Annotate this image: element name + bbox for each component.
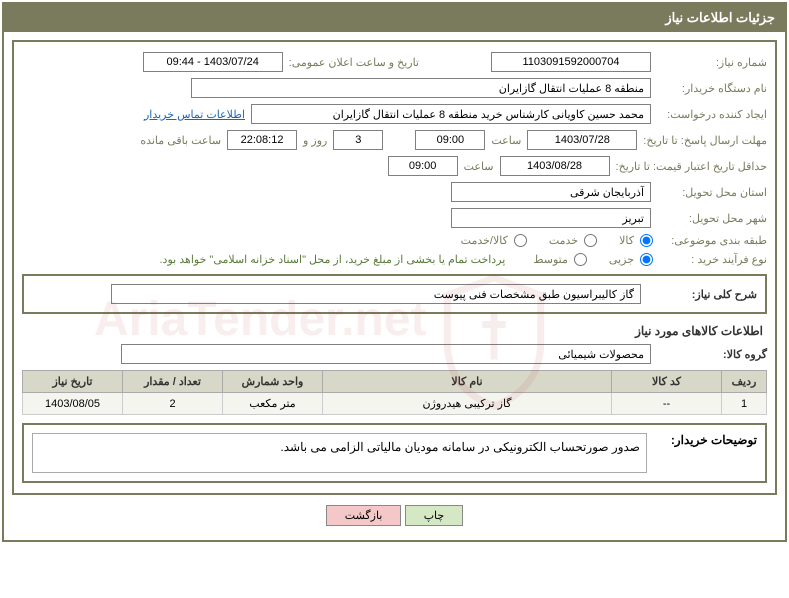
process-label: نوع فرآیند خرید : [657, 253, 767, 266]
deadline-time: 09:00 [415, 130, 485, 150]
announce-label: تاریخ و ساعت اعلان عمومی: [289, 56, 419, 69]
panel-body: AriaTender.net شماره نیاز: 1103091592000… [4, 32, 785, 540]
row-province: استان محل تحویل: آذربایجان شرقی [22, 182, 767, 202]
validity-label: حداقل تاریخ اعتبار قیمت: تا تاریخ: [616, 160, 767, 173]
cell-qty: 2 [123, 393, 223, 415]
time-label-2: ساعت [464, 160, 494, 173]
buyer-contact-link[interactable]: اطلاعات تماس خریدار [144, 108, 245, 121]
row-validity: حداقل تاریخ اعتبار قیمت: تا تاریخ: 1403/… [22, 156, 767, 176]
province-value: آذربایجان شرقی [451, 182, 651, 202]
deadline-date: 1403/07/28 [527, 130, 637, 150]
th-unit: واحد شمارش [223, 371, 323, 393]
opt-partial: جزیی [609, 253, 634, 266]
radio-goods-service[interactable] [514, 234, 527, 247]
panel-title: جزئیات اطلاعات نیاز [4, 4, 785, 32]
th-code: کد کالا [612, 371, 722, 393]
category-label: طبقه بندی موضوعی: [657, 234, 767, 247]
opt-goods-service: کالا/خدمت [461, 234, 508, 247]
row-requester: ایجاد کننده درخواست: محمد حسین کاویانی ک… [22, 104, 767, 124]
need-number-label: شماره نیاز: [657, 56, 767, 69]
row-buyer-org: نام دستگاه خریدار: منطقه 8 عملیات انتقال… [22, 78, 767, 98]
opt-service: خدمت [549, 234, 578, 247]
th-qty: تعداد / مقدار [123, 371, 223, 393]
deadline-label: مهلت ارسال پاسخ: تا تاریخ: [643, 134, 767, 147]
footer-buttons: چاپ بازگشت [12, 495, 777, 532]
province-label: استان محل تحویل: [657, 186, 767, 199]
row-deadline: مهلت ارسال پاسخ: تا تاریخ: 1403/07/28 سا… [22, 130, 767, 150]
buyer-org-value: منطقه 8 عملیات انتقال گازایران [191, 78, 651, 98]
buyer-remarks-value: صدور صورتحساب الکترونیکی در سامانه مودیا… [32, 433, 647, 473]
th-name: نام کالا [323, 371, 612, 393]
row-city: شهر محل تحویل: تبریز [22, 208, 767, 228]
days-and-label: روز و [303, 134, 327, 147]
city-value: تبریز [451, 208, 651, 228]
requester-value: محمد حسین کاویانی کارشناس خرید منطقه 8 ع… [251, 104, 651, 124]
table-row: 1 -- گاز ترکیبی هیدروژن متر مکعب 2 1403/… [23, 393, 767, 415]
radio-medium[interactable] [574, 253, 587, 266]
requester-label: ایجاد کننده درخواست: [657, 108, 767, 121]
main-panel: جزئیات اطلاعات نیاز AriaTender.net شماره… [2, 2, 787, 542]
time-label-1: ساعت [491, 134, 521, 147]
radio-partial[interactable] [640, 253, 653, 266]
details-box: AriaTender.net شماره نیاز: 1103091592000… [12, 40, 777, 495]
cell-row: 1 [722, 393, 767, 415]
back-button[interactable]: بازگشت [326, 505, 402, 526]
validity-time: 09:00 [388, 156, 458, 176]
print-button[interactable]: چاپ [405, 505, 464, 526]
city-label: شهر محل تحویل: [657, 212, 767, 225]
th-row: ردیف [722, 371, 767, 393]
group-label: گروه کالا: [657, 348, 767, 361]
process-note: پرداخت تمام یا بخشی از مبلغ خرید، از محل… [160, 253, 506, 266]
radio-service[interactable] [584, 234, 597, 247]
opt-goods: کالا [619, 234, 634, 247]
countdown-value: 22:08:12 [227, 130, 297, 150]
opt-medium: متوسط [533, 253, 568, 266]
radio-goods[interactable] [640, 234, 653, 247]
description-box: شرح کلی نیاز: گاز کالیبراسیون طبق مشخصات… [22, 274, 767, 314]
row-group: گروه کالا: محصولات شیمیائی [22, 344, 767, 364]
group-value: محصولات شیمیائی [121, 344, 651, 364]
buyer-remarks-label: توضیحات خریدار: [657, 433, 757, 473]
row-process: نوع فرآیند خرید : جزیی متوسط پرداخت تمام… [22, 253, 767, 266]
buyer-remarks-box: توضیحات خریدار: صدور صورتحساب الکترونیکی… [22, 423, 767, 483]
cell-name: گاز ترکیبی هیدروژن [323, 393, 612, 415]
cell-code: -- [612, 393, 722, 415]
table-header-row: ردیف کد کالا نام کالا واحد شمارش تعداد /… [23, 371, 767, 393]
row-category: طبقه بندی موضوعی: کالا خدمت کالا/خدمت [22, 234, 767, 247]
announce-value: 1403/07/24 - 09:44 [143, 52, 283, 72]
buyer-org-label: نام دستگاه خریدار: [657, 82, 767, 95]
th-date: تاریخ نیاز [23, 371, 123, 393]
cell-date: 1403/08/05 [23, 393, 123, 415]
days-remaining: 3 [333, 130, 383, 150]
need-number-value: 1103091592000704 [491, 52, 651, 72]
remaining-label: ساعت باقی مانده [140, 134, 221, 147]
desc-value: گاز کالیبراسیون طبق مشخصات فنی پیوست [111, 284, 641, 304]
goods-table: ردیف کد کالا نام کالا واحد شمارش تعداد /… [22, 370, 767, 415]
validity-date: 1403/08/28 [500, 156, 610, 176]
desc-label: شرح کلی نیاز: [647, 288, 757, 301]
row-need-number: شماره نیاز: 1103091592000704 تاریخ و ساع… [22, 52, 767, 72]
cell-unit: متر مکعب [223, 393, 323, 415]
goods-section-title: اطلاعات کالاهای مورد نیاز [26, 324, 763, 338]
